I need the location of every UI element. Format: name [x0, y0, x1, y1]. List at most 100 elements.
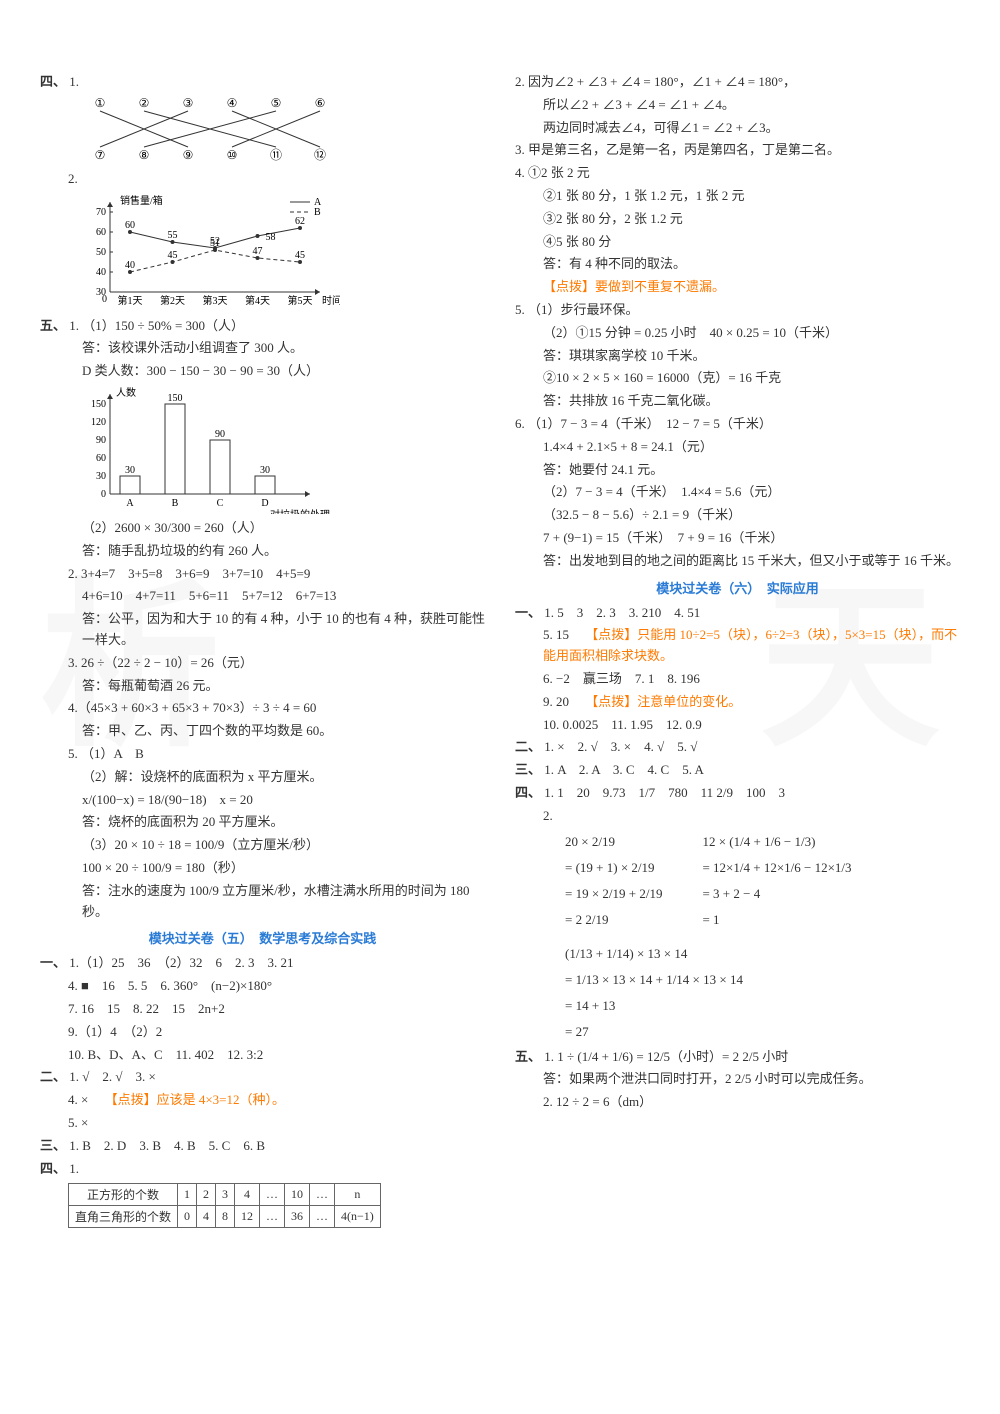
svg-text:30: 30 — [125, 465, 135, 476]
svg-text:60: 60 — [125, 220, 135, 231]
sec5-q5-3ans: 答：注水的速度为 100/9 立方厘米/秒，水槽注满水所用的时间为 180 秒。 — [40, 881, 485, 923]
r-q2-num: 2. — [515, 74, 525, 89]
sec5-q3-ans: 答：每瓶葡萄酒 26 元。 — [40, 676, 485, 697]
svg-text:⑨: ⑨ — [183, 148, 194, 162]
r-q5-2a: （2）①15 分钟 = 0.25 小时 40 × 0.25 = 10（千米） — [515, 323, 960, 344]
right-column: 2. 因为∠2 + ∠3 + ∠4 = 180°，∠1 + ∠4 = 180°，… — [515, 70, 960, 1228]
sec5-q4: 4.（45×3 + 60×3 + 65×3 + 70×3）÷ 3 ÷ 4 = 6… — [40, 698, 485, 719]
r-q4-4: ④5 张 80 分 — [515, 232, 960, 253]
m5-s1-label: 一、 — [40, 955, 66, 970]
svg-text:A: A — [126, 498, 134, 509]
bar-chart: 0306090120150A30B150C90D30人数对垃圾的处理 — [80, 384, 340, 514]
m5-s2-4-hint: 【点拨】应该是 4×3=12（种）。 — [105, 1092, 285, 1107]
sec5-q2-num: 2. — [68, 566, 78, 581]
svg-text:第2天: 第2天 — [160, 294, 185, 307]
m6-s3-label: 三、 — [515, 762, 541, 777]
m6-s1-9-row: 9. 20 【点拨】注意单位的变化。 — [515, 692, 960, 713]
m5-s4-1-label: 1. — [69, 1161, 79, 1176]
m5-s1-9: 9.（1）4 （2）2 — [40, 1022, 485, 1043]
sec5-q5: 5. （1）A B — [40, 744, 485, 765]
m6-s4-2-label: 2. — [515, 806, 960, 827]
svg-text:第3天: 第3天 — [203, 294, 228, 307]
r-q5-num: 5. — [515, 302, 525, 317]
svg-text:时间: 时间 — [322, 294, 340, 307]
m5-s2-label: 二、 — [40, 1069, 66, 1084]
svg-text:第1天: 第1天 — [118, 294, 143, 307]
svg-text:47: 47 — [253, 246, 263, 257]
r-q6-num: 6. — [515, 416, 525, 431]
module5-title: 模块过关卷（五） 数学思考及综合实践 — [40, 928, 485, 947]
m5-s2-4-row: 4. × 【点拨】应该是 4×3=12（种）。 — [40, 1090, 485, 1111]
sec5-q1-d: D 类人数：300 − 150 − 30 − 90 = 30（人） — [40, 361, 485, 382]
sec5-q1-1: （1）150 ÷ 50% = 300（人） — [82, 318, 244, 333]
m6-s1-5: 5. 15 — [543, 627, 582, 642]
r-q2-l3: 两边同时减去∠4，可得∠1 = ∠2 + ∠3。 — [515, 118, 960, 139]
m6-s1-row: 一、 1. 5 3 2. 3 3. 210 4. 51 — [515, 603, 960, 624]
m6-s1-1: 1. 5 3 2. 3 3. 210 4. 51 — [544, 605, 700, 620]
sec5-q5-1: （1）A B — [81, 746, 144, 761]
r-q5: 5. （1）步行最环保。 — [515, 300, 960, 321]
sec5-label: 五、 — [40, 318, 66, 333]
m6-s2-row: 二、 1. × 2. √ 3. × 4. √ 5. √ — [515, 737, 960, 758]
m6-s1-9: 9. 20 — [543, 694, 582, 709]
r-q6-2a: （2）7 − 3 = 4（千米） 1.4×4 = 5.6（元） — [515, 482, 960, 503]
m5-s3: 1. B 2. D 3. B 4. B 5. C 6. B — [69, 1138, 265, 1153]
r-q2: 2. 因为∠2 + ∠3 + ∠4 = 180°，∠1 + ∠4 = 180°， — [515, 72, 960, 93]
m6-s5-row: 五、 1. 1 ÷ (1/4 + 1/6) = 12/5（小时）= 2 2/5 … — [515, 1047, 960, 1068]
svg-text:销售量/箱: 销售量/箱 — [120, 194, 163, 207]
main-columns: 四、 1. ①②③④⑤⑥⑦⑧⑨⑩⑪⑫ 2. 3040506070第1天第2天第3… — [40, 70, 960, 1228]
r-q5-2b: ②10 × 2 × 5 × 160 = 16000（克）= 16 千克 — [515, 368, 960, 389]
svg-text:45: 45 — [168, 250, 178, 261]
sec4-header: 四、 1. — [40, 72, 485, 93]
svg-text:0: 0 — [101, 489, 106, 500]
r-q5-1: （1）步行最环保。 — [528, 302, 639, 317]
sec5-q1-num: 1. — [69, 318, 79, 333]
sec5-q5-3a: （3）20 × 10 ÷ 18 = 100/9（立方厘米/秒） — [40, 835, 485, 856]
sec5-q5-num: 5. — [68, 746, 78, 761]
r-q2-l2: 所以∠2 + ∠3 + ∠4 = ∠1 + ∠4。 — [515, 95, 960, 116]
svg-text:30: 30 — [96, 471, 106, 482]
sec4-label: 四、 — [40, 74, 66, 89]
m6-s5-2: 2. 12 ÷ 2 = 6（dm） — [515, 1092, 960, 1113]
svg-text:40: 40 — [96, 267, 106, 278]
svg-text:⑦: ⑦ — [95, 148, 106, 162]
svg-text:第5天: 第5天 — [288, 294, 313, 307]
m5-s1-4: 4. ■ 16 5. 5 6. 360° (n−2)×180° — [40, 976, 485, 997]
r-q2-l1: 因为∠2 + ∠3 + ∠4 = 180°，∠1 + ∠4 = 180°， — [528, 74, 796, 89]
left-column: 四、 1. ①②③④⑤⑥⑦⑧⑨⑩⑪⑫ 2. 3040506070第1天第2天第3… — [40, 70, 485, 1228]
m6-s5-1: 1. 1 ÷ (1/4 + 1/6) = 12/5（小时）= 2 2/5 小时 — [544, 1049, 788, 1064]
sec5-q1-ans1: 答：该校课外活动小组调查了 300 人。 — [40, 338, 485, 359]
svg-text:62: 62 — [295, 216, 305, 227]
svg-text:60: 60 — [96, 453, 106, 464]
svg-text:D: D — [261, 498, 268, 509]
svg-text:90: 90 — [215, 429, 225, 440]
sec5-q2-l1: 3+4=7 3+5=8 3+6=9 3+7=10 4+5=9 — [81, 566, 310, 581]
m5-s2-5: 5. × — [40, 1113, 485, 1134]
m6-s1-6: 6. −2 赢三场 7. 1 8. 196 — [515, 669, 960, 690]
svg-text:C: C — [217, 498, 224, 509]
m5-s4-row: 四、 1. — [40, 1159, 485, 1180]
m6-s2: 1. × 2. √ 3. × 4. √ 5. √ — [544, 739, 697, 754]
m6-s1-5-row: 5. 15 【点拨】只能用 10÷2=5（块），6÷2=3（块），5×3=15（… — [515, 625, 960, 667]
r-q4-num: 4. — [515, 165, 525, 180]
sec5-q2: 2. 3+4=7 3+5=8 3+6=9 3+7=10 4+5=9 — [40, 564, 485, 585]
svg-text:0: 0 — [102, 294, 107, 305]
sec5-q5-2ans: 答：烧杯的底面积为 20 平方厘米。 — [40, 812, 485, 833]
svg-text:40: 40 — [125, 260, 135, 271]
svg-text:51: 51 — [210, 238, 220, 249]
svg-text:90: 90 — [96, 435, 106, 446]
line-chart: 3040506070第1天第2天第3天第4天第5天605552624045514… — [80, 192, 340, 312]
m6-s4-label: 四、 — [515, 785, 541, 800]
m5-s1-7: 7. 16 15 8. 22 15 2n+2 — [40, 999, 485, 1020]
r-q4-1: ①2 张 2 元 — [528, 165, 590, 180]
m6-s1-label: 一、 — [515, 605, 541, 620]
m6-s5-1-ans: 答：如果两个泄洪口同时打开，2 2/5 小时可以完成任务。 — [515, 1069, 960, 1090]
m5-s3-label: 三、 — [40, 1138, 66, 1153]
calc-block: 20 × 2/19= (19 + 1) × 2/19= 19 × 2/19 + … — [565, 829, 960, 1045]
calc2-right: 12 × (1/4 + 1/6 − 1/3)= 12×1/4 + 12×1/6 … — [702, 829, 851, 933]
m6-s5-label: 五、 — [515, 1049, 541, 1064]
sec5-q5-2b: x/(100−x) = 18/(90−18) x = 20 — [40, 790, 485, 811]
svg-text:①: ① — [95, 96, 106, 110]
sec5-q2-ans: 答：公平，因为和大于 10 的有 4 种，小于 10 的也有 4 种，获胜可能性… — [40, 609, 485, 651]
svg-text:45: 45 — [295, 250, 305, 261]
